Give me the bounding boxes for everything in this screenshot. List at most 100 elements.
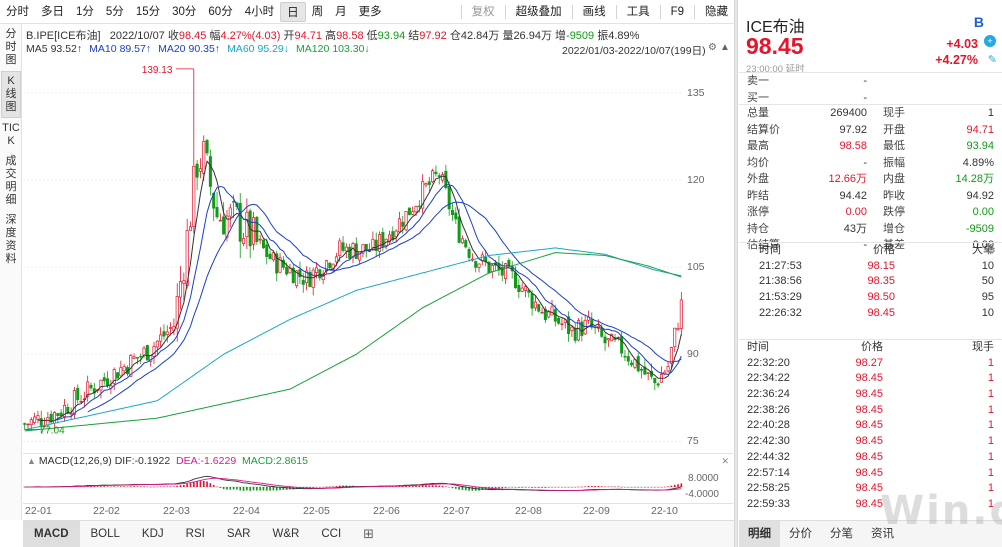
incr-label: 增 — [555, 30, 567, 42]
triangle-up-icon[interactable]: ▲ — [720, 42, 730, 53]
macd-chart[interactable] — [23, 467, 683, 503]
tool-4[interactable]: F9 — [670, 5, 684, 18]
indicator-tab-0[interactable]: MACD — [23, 521, 80, 547]
candle — [464, 238, 468, 249]
min-price-label: 77.04 — [40, 426, 65, 437]
candle — [195, 160, 199, 191]
candle — [281, 256, 285, 270]
period-2[interactable]: 1分 — [76, 5, 94, 18]
macd-bar — [335, 486, 338, 487]
big-size: 10 — [981, 259, 994, 272]
tick-header-cell: 现手 — [972, 341, 994, 353]
period-9[interactable]: 周 — [311, 5, 324, 18]
candle — [460, 235, 464, 245]
stat-value: 94.92 — [966, 189, 994, 202]
period-1[interactable]: 多日 — [41, 5, 64, 18]
tick-time: 22:44:32 — [747, 450, 790, 463]
side-tab-2[interactable]: TICK — [2, 122, 20, 147]
period-11[interactable]: 更多 — [358, 5, 382, 18]
detail-tab-3[interactable]: 资讯 — [871, 528, 894, 540]
candle — [218, 213, 222, 222]
period-3[interactable]: 5分 — [105, 5, 124, 18]
stat-value: - — [863, 156, 867, 169]
stat-value: 1 — [987, 107, 994, 119]
toolbar-separator — [571, 4, 573, 19]
macd-bar — [454, 487, 457, 489]
indicator-tab-3[interactable]: RSI — [185, 528, 205, 540]
period-0[interactable]: 分时 — [6, 5, 29, 18]
candle — [238, 193, 242, 259]
tool-2[interactable]: 画线 — [582, 5, 606, 18]
tick-time: 22:38:26 — [747, 403, 790, 416]
book-price: - — [863, 91, 867, 104]
edit-icon[interactable]: ✎ — [987, 54, 997, 66]
gear-icon[interactable]: ⚙ — [708, 42, 717, 53]
macd-bar — [508, 487, 510, 488]
period-10[interactable]: 月 — [335, 5, 347, 18]
candle — [308, 267, 312, 288]
tick-price: 98.45 — [855, 450, 883, 463]
macd-bar — [564, 487, 567, 488]
x-tick: 22-02 — [93, 505, 120, 517]
side-tab-0[interactable]: 分时图 — [5, 28, 17, 66]
candle — [450, 203, 455, 221]
side-tab-3[interactable]: 成交明细 — [5, 155, 17, 206]
indicator-tab-5[interactable]: W&R — [272, 528, 300, 540]
macd-bar — [597, 486, 600, 487]
big-time: 22:26:32 — [759, 306, 802, 319]
period-7[interactable]: 4小时 — [244, 5, 275, 18]
tool-0[interactable]: 复权 — [471, 5, 495, 18]
tool-3[interactable]: 工具 — [626, 5, 650, 18]
macd-bar — [614, 486, 616, 488]
candle — [198, 158, 202, 179]
gear-icon[interactable]: ⚙ — [985, 243, 996, 257]
dif-line — [24, 475, 682, 492]
instrument-title: ICE布油 — [746, 19, 805, 36]
candle — [676, 322, 680, 331]
indicator-tab-2[interactable]: KDJ — [141, 528, 164, 540]
period-8[interactable]: 日 — [280, 1, 306, 22]
candle — [543, 306, 547, 324]
big-order-row: 21:53:29 98.50 95 — [739, 290, 1002, 306]
tool-1[interactable]: 超级叠加 — [515, 5, 562, 18]
stat-value: 98.58 — [839, 140, 867, 152]
indicator-tab-1[interactable]: BOLL — [90, 528, 120, 540]
macd-bar — [338, 485, 341, 487]
macd-bar — [481, 487, 484, 490]
tick-time: 22:58:25 — [747, 482, 790, 495]
macd-bar — [531, 487, 533, 488]
kline-chart[interactable]: 139.13 77.04 — [23, 58, 683, 453]
tool-5[interactable]: 隐藏 — [705, 5, 728, 18]
macd-bar — [325, 486, 328, 488]
stats-row: 结算价 97.92 开盘 94.71 — [739, 122, 1002, 139]
indicator-tab-6[interactable]: CCI — [321, 528, 342, 540]
add-icon[interactable]: + — [984, 35, 996, 47]
add-indicator-icon[interactable]: ⊞ — [363, 526, 375, 541]
macd-bar — [458, 487, 460, 490]
period-5[interactable]: 30分 — [172, 5, 197, 18]
period-6[interactable]: 60分 — [208, 5, 233, 18]
candle — [298, 261, 302, 285]
triangle-up-icon[interactable]: ▲ — [27, 456, 36, 466]
candle — [659, 366, 663, 383]
panel-splitter[interactable] — [734, 0, 738, 547]
macd-bar — [667, 486, 669, 487]
tick-time: 22:42:30 — [747, 435, 790, 448]
macd-bar — [408, 485, 411, 487]
detail-tabs: 明细 分价 分笔 资讯 — [739, 520, 1002, 547]
detail-tab-2[interactable]: 分笔 — [830, 528, 853, 540]
side-tab-4[interactable]: 深度资料 — [5, 214, 17, 265]
macd-bar — [146, 486, 149, 488]
side-tab-1[interactable]: K线图 — [1, 71, 21, 118]
indicator-tab-4[interactable]: SAR — [226, 528, 251, 540]
candle — [354, 237, 358, 260]
detail-tab-1[interactable]: 分价 — [789, 528, 812, 540]
macd-bar — [511, 487, 514, 488]
close-icon[interactable]: ✕ — [721, 456, 729, 466]
macd-bar — [100, 486, 102, 487]
stat-label: 昨结 — [747, 189, 769, 202]
toolbar-separator — [615, 4, 617, 19]
period-4[interactable]: 15分 — [135, 5, 161, 18]
stat-value: 4.89% — [962, 156, 994, 169]
detail-tab-0[interactable]: 明细 — [739, 521, 780, 547]
